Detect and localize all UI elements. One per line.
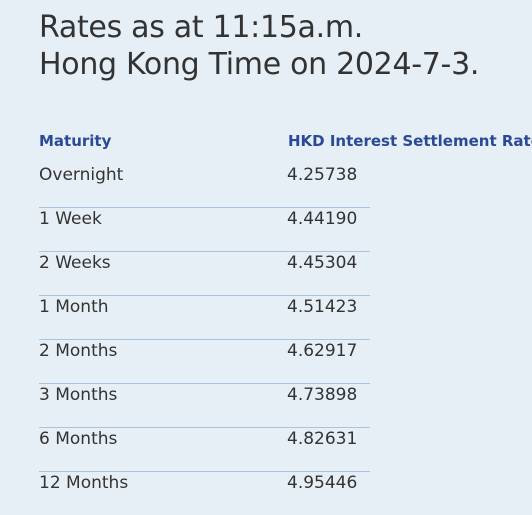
page-title: Rates as at 11:15a.m. Hong Kong Time on … <box>39 9 479 83</box>
maturity-cell: 2 Weeks <box>39 253 111 273</box>
table-row: 2 Months 4.62917 <box>39 340 370 384</box>
maturity-cell: 6 Months <box>39 429 118 449</box>
page-title-line-1: Rates as at 11:15a.m. <box>39 10 364 45</box>
table-row: 1 Month 4.51423 <box>39 296 370 340</box>
table-row: 12 Months 4.95446 <box>39 472 370 515</box>
rate-cell: 4.95446 <box>287 473 358 493</box>
maturity-cell: 1 Month <box>39 297 109 317</box>
table-row: 3 Months 4.73898 <box>39 384 370 428</box>
rate-cell: 4.45304 <box>287 253 358 273</box>
rates-table: Maturity HKD Interest Settlement Rates O… <box>39 120 532 515</box>
maturity-cell: Overnight <box>39 165 124 185</box>
maturity-cell: 1 Week <box>39 209 102 229</box>
maturity-cell: 3 Months <box>39 385 118 405</box>
rate-cell: 4.51423 <box>287 297 358 317</box>
column-header-maturity: Maturity <box>39 132 112 150</box>
table-row: 2 Weeks 4.45304 <box>39 252 370 296</box>
rate-cell: 4.25738 <box>287 165 358 185</box>
rate-cell: 4.82631 <box>287 429 358 449</box>
page-title-line-2: Hong Kong Time on 2024-7-3. <box>39 47 480 82</box>
rate-cell: 4.44190 <box>287 209 358 229</box>
maturity-cell: 2 Months <box>39 341 118 361</box>
column-header-rate: HKD Interest Settlement Rates <box>288 132 532 150</box>
table-row: 1 Week 4.44190 <box>39 208 370 252</box>
rate-cell: 4.62917 <box>287 341 358 361</box>
table-row: Overnight 4.25738 <box>39 164 370 208</box>
maturity-cell: 12 Months <box>39 473 129 493</box>
rate-cell: 4.73898 <box>287 385 358 405</box>
table-header: Maturity HKD Interest Settlement Rates <box>39 120 532 164</box>
table-row: 6 Months 4.82631 <box>39 428 370 472</box>
